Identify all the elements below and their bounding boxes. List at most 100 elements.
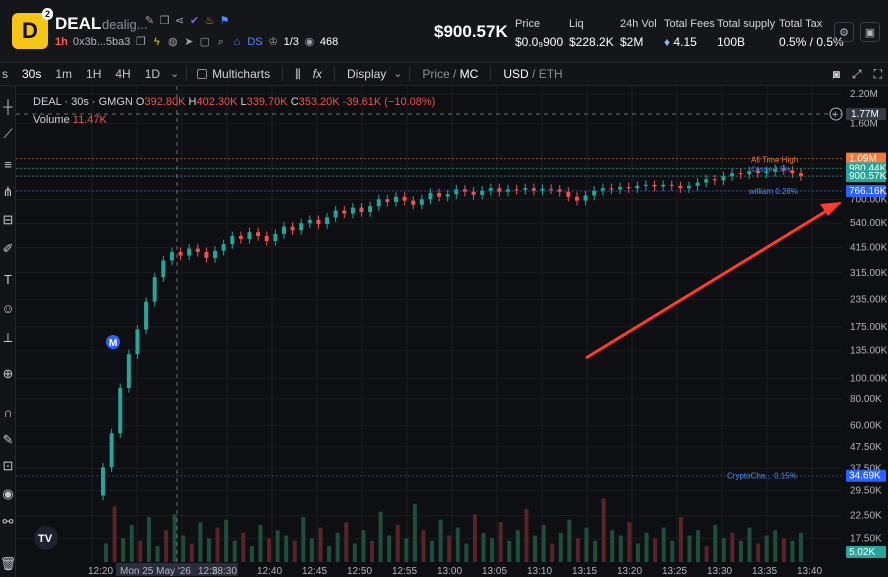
volume-bar — [258, 524, 263, 562]
candle-body — [273, 234, 278, 242]
candle-body — [721, 176, 726, 181]
chat-icon[interactable]: ▢ — [199, 35, 211, 48]
toolbar-divider — [409, 67, 411, 81]
tf-1d[interactable]: 1D — [144, 67, 161, 81]
y-tick-label: 175.00K — [850, 322, 888, 333]
candle-body — [290, 226, 295, 231]
volume-label: Volume — [33, 114, 70, 126]
fib-icon[interactable]: ⊟ — [2, 212, 14, 227]
price-chart[interactable]: 2.20M1.60M980.44K900.57K766.16K700.00K54… — [16, 86, 888, 577]
volume-bar — [644, 532, 649, 562]
volume-bar — [653, 538, 658, 562]
chevron-down-icon[interactable]: ⌄ — [169, 67, 180, 80]
candle-body — [738, 173, 743, 175]
lightning-icon[interactable]: ϟ — [153, 35, 160, 48]
telegram-icon[interactable]: ➤ — [184, 35, 194, 48]
eth-icon: ♦ — [664, 35, 671, 49]
brush-icon[interactable]: ✐ — [2, 241, 14, 256]
stat-label: Liq — [569, 18, 584, 30]
crown-icon: ♔ — [268, 35, 279, 48]
candle-body — [445, 194, 450, 197]
volume-bar — [593, 540, 598, 562]
chart-canvas[interactable]: 2.20M1.60M980.44K900.57K766.16K700.00K54… — [16, 86, 888, 577]
mc-option[interactable]: MC — [459, 67, 479, 81]
tf-1h[interactable]: 1H — [86, 67, 102, 81]
volume-bar — [704, 546, 709, 562]
y-tick-label: 37.50K — [850, 464, 882, 475]
multicharts-checkbox[interactable] — [197, 69, 208, 79]
candle-type-icon[interactable]: ⫼ — [295, 66, 301, 81]
lock-icon[interactable]: ⊡ — [2, 458, 14, 473]
volume-bar — [455, 527, 460, 562]
candle-body — [480, 190, 485, 195]
price-option[interactable]: Price — [422, 67, 450, 81]
expand-icon[interactable]: ⛶ — [873, 66, 882, 81]
fullscreen-icon[interactable]: ⤢ — [851, 66, 862, 81]
search-icon[interactable]: ⌕ — [217, 35, 224, 48]
volume-bar — [198, 522, 203, 562]
y-tick-label: 22.50K — [850, 511, 882, 522]
volume-bar — [618, 535, 623, 562]
volume-bar — [584, 527, 589, 562]
eye-icon[interactable]: ◉ — [2, 486, 14, 501]
candle-body — [609, 188, 614, 190]
stat-value: $228.2K — [569, 35, 614, 49]
price-toggle[interactable]: Price / MC — [422, 67, 479, 81]
candle-body — [213, 250, 218, 258]
candle-body — [669, 184, 674, 186]
pitchfork-icon[interactable]: ⋔ — [2, 184, 14, 199]
candle-body — [661, 184, 666, 187]
stat-tax: Total Tax 0.5% / 0.5% — [779, 18, 844, 49]
tf-30s[interactable]: 30s — [22, 67, 42, 81]
volume-bar — [104, 543, 108, 562]
crosshair-icon[interactable]: ┼ — [3, 98, 13, 114]
x-tick-label: 13:40 — [797, 566, 822, 577]
price-tag-label: 1.09M — [849, 154, 877, 165]
lock-drawing-icon[interactable]: ✎ — [2, 432, 14, 447]
volume-bar — [773, 530, 778, 562]
settings-button[interactable]: ⚙ — [834, 22, 854, 42]
trendline-icon[interactable]: ⟋ — [3, 126, 13, 141]
multicharts-toggle[interactable]: Multicharts — [212, 67, 271, 81]
tf-1m[interactable]: 1m — [55, 67, 73, 81]
magnet-icon[interactable]: ∩ — [3, 404, 13, 420]
horizontal-lines-icon[interactable]: ≡ — [4, 156, 12, 172]
trash-icon[interactable]: 🗑 — [0, 556, 17, 571]
display-menu[interactable]: Display — [346, 67, 387, 81]
market-cap-value: $900.57K — [434, 22, 508, 41]
dex-screener-link[interactable]: DS — [247, 36, 263, 48]
tf-seconds[interactable]: s — [2, 67, 8, 81]
x-tick-label: 12:45 — [302, 566, 327, 577]
eth-option[interactable]: ETH — [538, 67, 563, 81]
copy-icon[interactable]: ❐ — [159, 15, 170, 27]
house-icon[interactable]: ⌂ — [233, 35, 241, 48]
zoom-in-icon[interactable]: ⊕ — [2, 366, 14, 381]
volume-bar — [172, 514, 177, 562]
ruler-icon[interactable]: ⟂ — [3, 330, 13, 345]
edit-icon[interactable]: ✎ — [144, 15, 155, 27]
holder-annotation: william 0.26% — [748, 187, 798, 196]
indicators-icon[interactable]: fx — [312, 67, 322, 81]
contract-address[interactable]: 0x3b...5ba3 — [72, 36, 131, 48]
emoji-icon[interactable]: ☺ — [1, 300, 15, 316]
camera-icon[interactable]: ◙ — [832, 67, 840, 81]
chevron-down-icon[interactable]: ⌄ — [393, 67, 403, 80]
copy-address-icon[interactable]: ❐ — [135, 35, 146, 48]
window-button[interactable]: ▣ — [860, 22, 880, 42]
usd-option[interactable]: USD — [503, 67, 529, 81]
volume-bar — [181, 535, 186, 562]
tf-4h[interactable]: 4H — [115, 67, 131, 81]
price-tag-label: 5.02K — [849, 547, 875, 558]
currency-toggle[interactable]: USD / ETH — [503, 67, 563, 81]
link-icon[interactable]: ⚯ — [2, 514, 14, 529]
candle-body — [221, 244, 226, 251]
verified-icon: ✔ — [189, 15, 200, 27]
volume-bar — [121, 538, 126, 562]
volume-bar — [164, 530, 169, 562]
volume-bar — [335, 532, 340, 562]
globe-icon[interactable]: ◍ — [168, 35, 178, 48]
text-icon[interactable]: T — [4, 271, 12, 287]
share-icon[interactable]: ⋖ — [174, 15, 185, 27]
candle-body — [755, 171, 760, 174]
candle-body — [101, 467, 105, 496]
